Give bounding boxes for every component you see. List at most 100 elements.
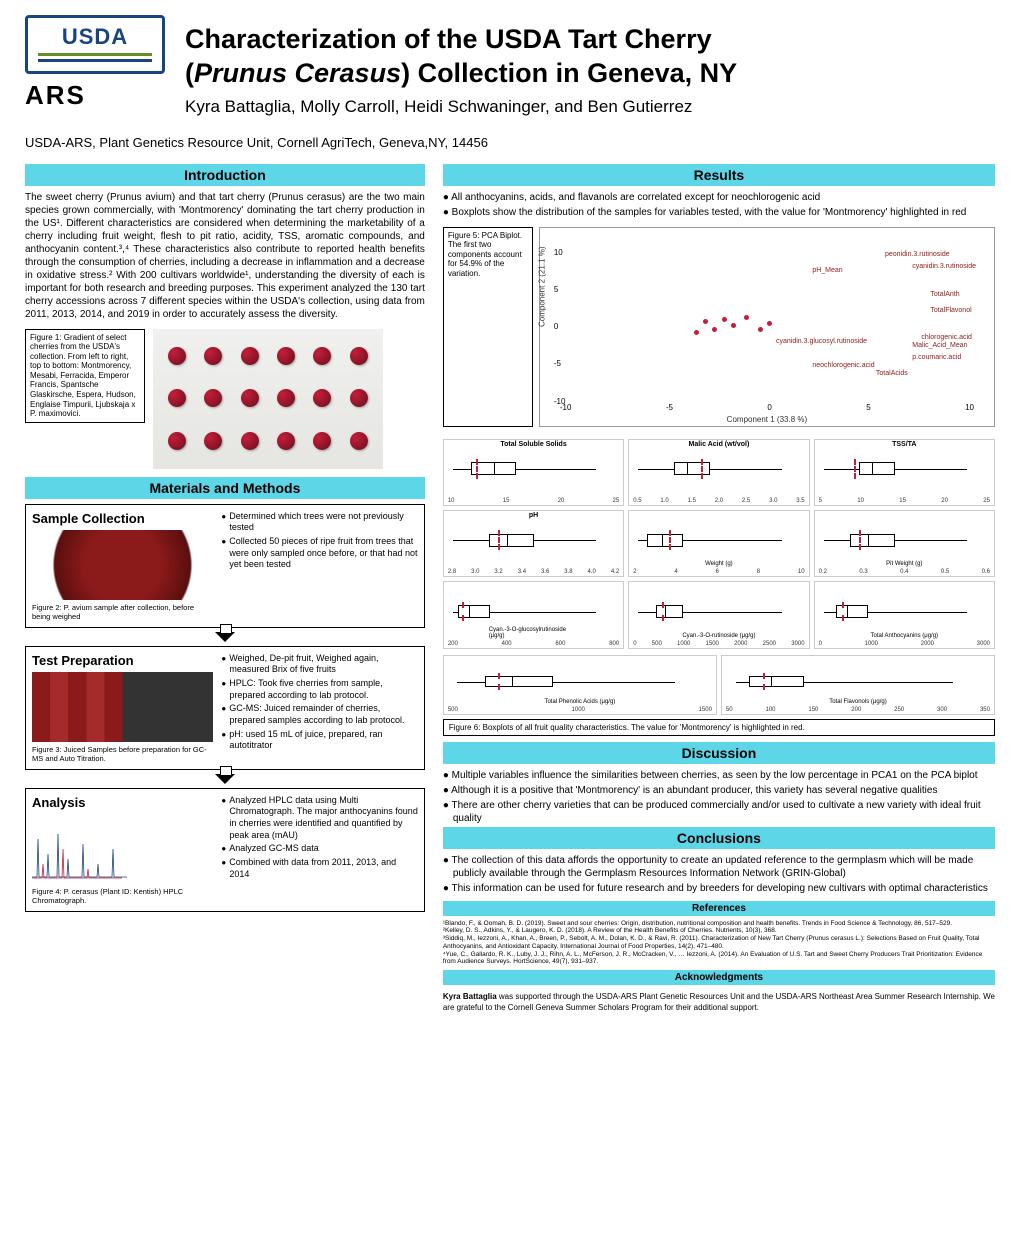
bullet: There are other cherry varieties that ca… [443, 799, 995, 825]
bullet: Boxplots show the distribution of the sa… [443, 206, 995, 219]
bullet: pH: used 15 mL of juice, prepared, ran a… [221, 729, 417, 752]
fig2-caption: Figure 2: P. avium sample after collecti… [32, 603, 213, 621]
boxplot: Total Flavonols (μg/g)501001502002503003… [721, 655, 995, 715]
bullet: HPLC: Took five cherries from sample, pr… [221, 678, 417, 701]
header: USDA ARS Characterization of the USDA Ta… [25, 15, 995, 117]
fig4-caption: Figure 4: P. cerasus (Plant ID: Kentish)… [32, 887, 213, 905]
fig2-image [32, 530, 213, 600]
pca-variable-label: TotalFlavonol [930, 307, 971, 314]
title-species: Prunus Cerasus [194, 58, 401, 88]
references-text: ¹Blando, F., & Oomah, B. D. (2019). Swee… [443, 920, 995, 967]
tick: -5 [554, 359, 566, 368]
bullet: GC-MS: Juiced remainder of cherries, pre… [221, 703, 417, 726]
boxplot: TSS/TA510152025 [814, 439, 995, 506]
arrow-icon [215, 774, 235, 784]
bullet: Analyzed GC-MS data [221, 843, 417, 855]
title-line1: Characterization of the USDA Tart Cherry [185, 24, 712, 54]
tick: 5 [866, 403, 870, 412]
stripe-green [38, 53, 152, 56]
section-conclusions: Conclusions [443, 827, 995, 849]
pca-ylabel: Component 2 (21.1 %) [537, 246, 546, 327]
arrow-icon [215, 632, 235, 642]
section-results: Results [443, 164, 995, 186]
test-bullets: Weighed, De-pit fruit, Weighed again, me… [221, 653, 417, 763]
pca-variable-label: pH_Mean [812, 267, 842, 274]
section-discussion: Discussion [443, 742, 995, 764]
ack-body: was supported through the USDA-ARS Plant… [443, 992, 995, 1011]
method-sample: Sample Collection Figure 2: P. avium sam… [25, 504, 425, 628]
sample-title: Sample Collection [32, 511, 213, 526]
boxplot-grid: Total Soluble Solids10152025Malic Acid (… [443, 439, 995, 649]
fig4-image [32, 814, 213, 884]
tick: 10 [554, 248, 566, 257]
pca-plot: Component 1 (33.8 %) Component 2 (21.1 %… [539, 227, 995, 427]
title-block: Characterization of the USDA Tart Cherry… [185, 15, 995, 117]
pca-variable-label: p.coumaric.acid [912, 354, 961, 361]
boxplot-grid-2: Total Phenolic Acids (μg/g)50010001500To… [443, 655, 995, 715]
fig3-image [32, 672, 213, 742]
poster: USDA ARS Characterization of the USDA Ta… [0, 0, 1020, 1260]
conclusions-bullets: The collection of this data affords the … [443, 854, 995, 897]
analysis-bullets: Analyzed HPLC data using Multi Chromatog… [221, 795, 417, 905]
pca-variable-label: Malic_Acid_Mean [912, 342, 967, 349]
tick: 0 [767, 403, 771, 412]
bullet: Combined with data from 2011, 2013, and … [221, 857, 417, 880]
bullet: Weighed, De-pit fruit, Weighed again, me… [221, 653, 417, 676]
pca-variable-label: cyanidin.3.glucosyl.rutinoside [776, 338, 867, 345]
title-line2-pre: ( [185, 58, 194, 88]
tick: 0 [554, 322, 566, 331]
right-column: Results All anthocyanins, acids, and fla… [443, 164, 995, 1246]
pca-variable-label: peonidin.3.rutinoside [885, 251, 950, 258]
figure-1-row: Figure 1: Gradient of select cherries fr… [25, 329, 425, 469]
fig6-caption: Figure 6: Boxplots of all fruit quality … [443, 719, 995, 736]
test-title: Test Preparation [32, 653, 213, 668]
pca-variable-label: neochlorogenic.acid [812, 362, 874, 369]
section-materials: Materials and Methods [25, 477, 425, 499]
fig1-image [153, 329, 383, 469]
boxplot: Total Anthocyanins (μg/g)0100020003000 [814, 581, 995, 648]
pca-variable-label: TotalAnth [930, 291, 959, 298]
boxplot: Pit Weight (g)0.20.30.40.50.6 [814, 510, 995, 577]
intro-text: The sweet cherry (Prunus avium) and that… [25, 191, 425, 321]
authors: Kyra Battaglia, Molly Carroll, Heidi Sch… [185, 97, 995, 117]
poster-title: Characterization of the USDA Tart Cherry… [185, 23, 995, 91]
tick: 10 [965, 403, 974, 412]
bullet: Collected 50 pieces of ripe fruit from t… [221, 536, 417, 571]
stripe-blue [38, 59, 152, 62]
bullet: This information can be used for future … [443, 882, 995, 895]
pca-variable-label: cyanidin.3.rutinoside [912, 263, 976, 270]
section-introduction: Introduction [25, 164, 425, 186]
affiliation: USDA-ARS, Plant Genetics Resource Unit, … [25, 135, 995, 150]
boxplot: Total Phenolic Acids (μg/g)50010001500 [443, 655, 717, 715]
usda-text: USDA [38, 24, 152, 50]
boxplot: pH2.83.03.23.43.63.84.04.2 [443, 510, 624, 577]
results-bullets: All anthocyanins, acids, and flavanols a… [443, 191, 995, 221]
tick: -10 [554, 397, 566, 406]
bullet: Although it is a positive that 'Montmore… [443, 784, 995, 797]
pca-xlabel: Component 1 (33.8 %) [727, 415, 808, 424]
acknowledgments-text: Kyra Battaglia was supported through the… [443, 992, 995, 1013]
method-analysis: Analysis Figure 4: P. cerasus (Plant ID:… [25, 788, 425, 912]
left-column: Introduction The sweet cherry (Prunus av… [25, 164, 425, 1246]
fig3-caption: Figure 3: Juiced Samples before preparat… [32, 745, 213, 763]
bullet: Analyzed HPLC data using Multi Chromatog… [221, 795, 417, 842]
discussion-bullets: Multiple variables influence the similar… [443, 769, 995, 827]
boxplot: Cyan.-3-O-rutinoside (μg/g)0500100015002… [628, 581, 809, 648]
pca-variable-label: TotalAcids [876, 370, 908, 377]
pca-variable-label: chlorogenic.acid [921, 334, 972, 341]
fig5-caption: Figure 5: PCA Biplot. The first two comp… [443, 227, 533, 427]
bullet: The collection of this data affords the … [443, 854, 995, 880]
sample-bullets: Determined which trees were not previous… [221, 511, 417, 621]
tick: 5 [554, 285, 566, 294]
boxplot: Malic Acid (wt/vol)0.51.01.52.02.53.03.5 [628, 439, 809, 506]
ars-text: ARS [25, 80, 165, 111]
boxplot: Weight (g)246810 [628, 510, 809, 577]
title-line2-post: ) Collection in Geneva, NY [401, 58, 737, 88]
bullet: Determined which trees were not previous… [221, 511, 417, 534]
usda-logo: USDA [25, 15, 165, 74]
section-references: References [443, 901, 995, 916]
bullet: Multiple variables influence the similar… [443, 769, 995, 782]
tick: -5 [666, 403, 673, 412]
section-acknowledgments: Acknowledgments [443, 970, 995, 985]
fig1-caption: Figure 1: Gradient of select cherries fr… [25, 329, 145, 423]
